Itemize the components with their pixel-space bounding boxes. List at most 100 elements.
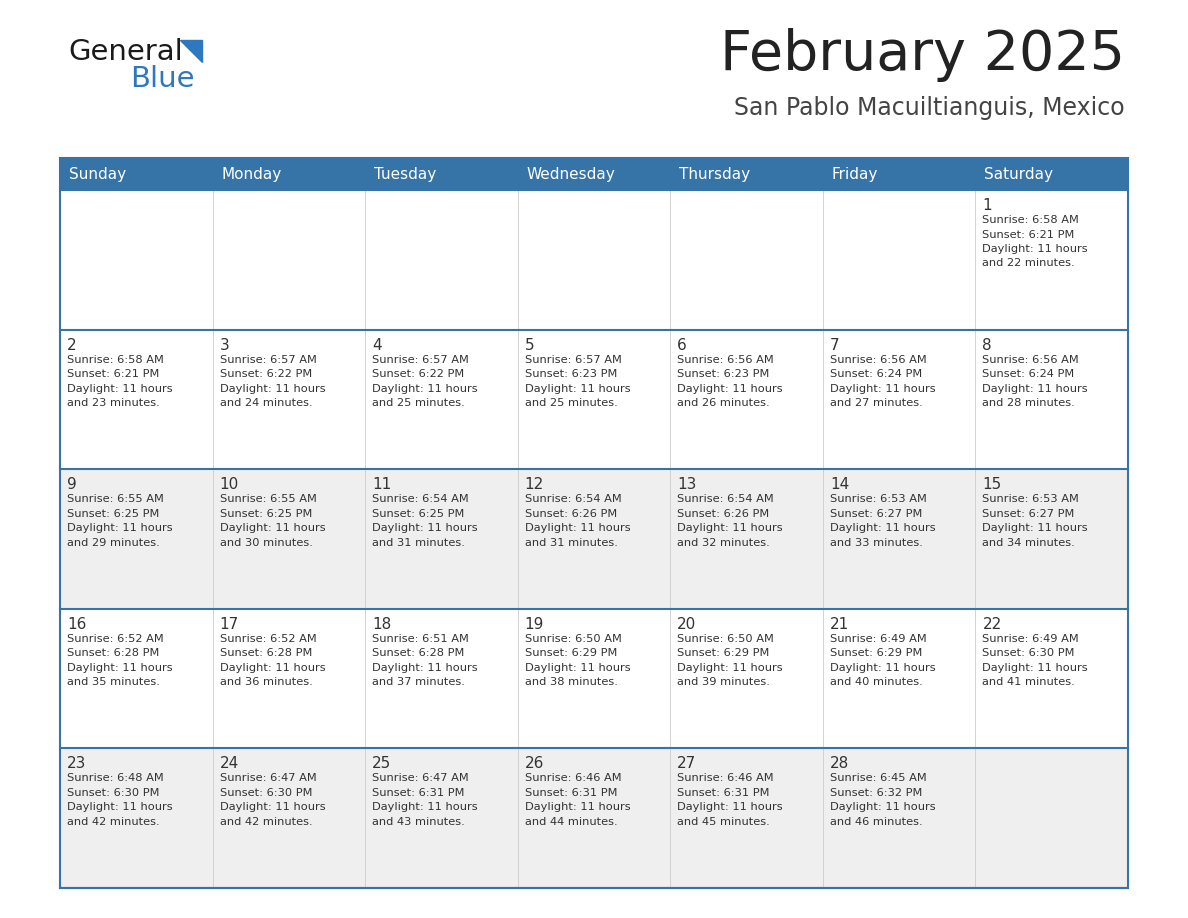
Text: and 28 minutes.: and 28 minutes. [982,398,1075,409]
Text: Blue: Blue [129,65,195,93]
Text: Sunset: 6:21 PM: Sunset: 6:21 PM [67,369,159,379]
Bar [518,609,670,748]
Text: Daylight: 11 hours: Daylight: 11 hours [372,663,478,673]
Text: and 31 minutes.: and 31 minutes. [525,538,618,548]
Text: Sunrise: 6:57 AM: Sunrise: 6:57 AM [372,354,469,364]
Text: 1: 1 [982,198,992,213]
Text: Sunset: 6:28 PM: Sunset: 6:28 PM [220,648,312,658]
Text: Daylight: 11 hours: Daylight: 11 hours [830,384,935,394]
Text: and 42 minutes.: and 42 minutes. [67,817,159,827]
Text: Sunset: 6:26 PM: Sunset: 6:26 PM [677,509,770,519]
Bar [670,330,823,469]
Text: Daylight: 11 hours: Daylight: 11 hours [525,523,631,533]
Text: and 41 minutes.: and 41 minutes. [982,677,1075,688]
Bar [975,748,1127,888]
Text: and 27 minutes.: and 27 minutes. [830,398,923,409]
Bar [61,469,213,609]
Bar [518,748,670,888]
Text: Sunrise: 6:55 AM: Sunrise: 6:55 AM [220,494,316,504]
Text: Sunset: 6:27 PM: Sunset: 6:27 PM [830,509,922,519]
Text: Sunset: 6:24 PM: Sunset: 6:24 PM [982,369,1075,379]
Text: Sunset: 6:29 PM: Sunset: 6:29 PM [830,648,922,658]
Text: Thursday: Thursday [680,166,751,182]
Bar [365,330,518,469]
Text: Sunrise: 6:47 AM: Sunrise: 6:47 AM [220,773,316,783]
Text: Daylight: 11 hours: Daylight: 11 hours [67,523,172,533]
Text: Sunrise: 6:46 AM: Sunrise: 6:46 AM [677,773,773,783]
Text: Sunset: 6:24 PM: Sunset: 6:24 PM [830,369,922,379]
Text: Daylight: 11 hours: Daylight: 11 hours [830,802,935,812]
Text: 24: 24 [220,756,239,771]
Text: Daylight: 11 hours: Daylight: 11 hours [67,802,172,812]
Text: Daylight: 11 hours: Daylight: 11 hours [830,663,935,673]
Text: and 25 minutes.: and 25 minutes. [525,398,618,409]
Text: and 34 minutes.: and 34 minutes. [982,538,1075,548]
Text: and 26 minutes.: and 26 minutes. [677,398,770,409]
Text: Wednesday: Wednesday [526,166,615,182]
Text: Sunset: 6:22 PM: Sunset: 6:22 PM [220,369,311,379]
Text: and 44 minutes.: and 44 minutes. [525,817,618,827]
Text: Sunrise: 6:58 AM: Sunrise: 6:58 AM [982,215,1080,225]
Text: Sunrise: 6:52 AM: Sunrise: 6:52 AM [220,633,316,644]
Text: 11: 11 [372,477,391,492]
Bar [670,469,823,609]
Text: 22: 22 [982,617,1001,632]
Text: and 37 minutes.: and 37 minutes. [372,677,465,688]
Text: Sunset: 6:28 PM: Sunset: 6:28 PM [372,648,465,658]
Text: and 40 minutes.: and 40 minutes. [830,677,923,688]
Bar [670,190,823,330]
Text: Daylight: 11 hours: Daylight: 11 hours [372,384,478,394]
Text: and 31 minutes.: and 31 minutes. [372,538,465,548]
Text: and 29 minutes.: and 29 minutes. [67,538,159,548]
Text: Sunrise: 6:56 AM: Sunrise: 6:56 AM [677,354,775,364]
Text: 18: 18 [372,617,391,632]
Text: and 30 minutes.: and 30 minutes. [220,538,312,548]
Text: Daylight: 11 hours: Daylight: 11 hours [67,384,172,394]
Text: Sunrise: 6:49 AM: Sunrise: 6:49 AM [830,633,927,644]
Text: 2: 2 [67,338,76,353]
Bar [823,330,975,469]
Bar [670,748,823,888]
Bar [213,609,365,748]
Text: Monday: Monday [222,166,282,182]
Text: 15: 15 [982,477,1001,492]
Text: and 24 minutes.: and 24 minutes. [220,398,312,409]
Text: Daylight: 11 hours: Daylight: 11 hours [525,384,631,394]
Text: Sunrise: 6:57 AM: Sunrise: 6:57 AM [525,354,621,364]
Text: and 42 minutes.: and 42 minutes. [220,817,312,827]
Bar [670,158,823,190]
Text: 23: 23 [67,756,87,771]
Bar [61,609,213,748]
Text: 9: 9 [67,477,77,492]
Text: 16: 16 [67,617,87,632]
Text: 26: 26 [525,756,544,771]
Text: Sunset: 6:31 PM: Sunset: 6:31 PM [677,788,770,798]
Text: Sunrise: 6:56 AM: Sunrise: 6:56 AM [982,354,1079,364]
Text: Sunset: 6:32 PM: Sunset: 6:32 PM [830,788,922,798]
Text: and 35 minutes.: and 35 minutes. [67,677,160,688]
Text: Tuesday: Tuesday [374,166,436,182]
Text: Sunset: 6:26 PM: Sunset: 6:26 PM [525,509,617,519]
Text: and 22 minutes.: and 22 minutes. [982,259,1075,268]
Bar [213,330,365,469]
Bar [975,469,1127,609]
Text: Sunrise: 6:53 AM: Sunrise: 6:53 AM [982,494,1080,504]
Text: and 36 minutes.: and 36 minutes. [220,677,312,688]
Text: Sunrise: 6:47 AM: Sunrise: 6:47 AM [372,773,469,783]
Text: 10: 10 [220,477,239,492]
Text: Sunset: 6:22 PM: Sunset: 6:22 PM [372,369,465,379]
Text: Daylight: 11 hours: Daylight: 11 hours [982,663,1088,673]
Bar [365,748,518,888]
Bar [823,158,975,190]
Bar [365,609,518,748]
Bar [670,609,823,748]
Text: 3: 3 [220,338,229,353]
Text: Sunrise: 6:49 AM: Sunrise: 6:49 AM [982,633,1079,644]
Text: 7: 7 [830,338,840,353]
Text: Sunset: 6:31 PM: Sunset: 6:31 PM [525,788,618,798]
Text: and 23 minutes.: and 23 minutes. [67,398,159,409]
Bar [61,190,213,330]
Bar [61,158,213,190]
Text: 13: 13 [677,477,696,492]
Bar [975,609,1127,748]
